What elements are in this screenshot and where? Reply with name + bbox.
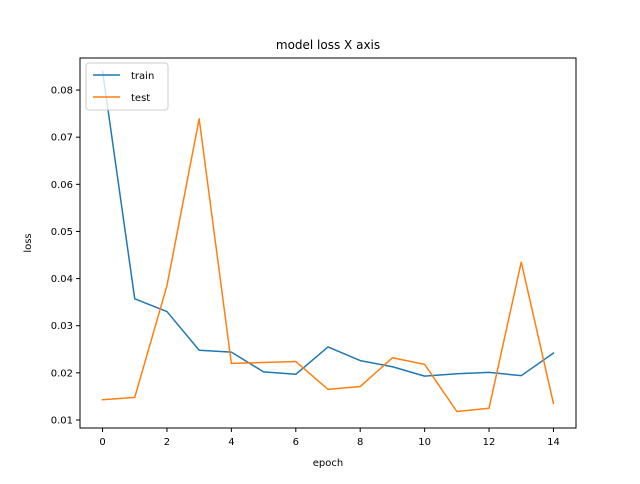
legend: train test: [85, 62, 169, 111]
data-point-train: [165, 310, 168, 313]
y-tick-label: 0.06: [51, 180, 73, 191]
series-line-train: [101, 70, 555, 377]
y-axis-label: loss: [23, 233, 34, 252]
x-tick-label: 6: [293, 437, 299, 448]
x-tick-label: 12: [483, 437, 496, 448]
data-point-train: [262, 370, 265, 373]
data-point-test: [327, 388, 330, 391]
data-point-test: [101, 398, 104, 401]
data-point-test: [133, 396, 136, 399]
data-point-train: [423, 375, 426, 378]
data-point-test: [552, 402, 555, 405]
data-point-test: [455, 410, 458, 413]
axes-frame: [79, 57, 577, 429]
data-point-train: [294, 373, 297, 376]
data-point-test: [391, 356, 394, 359]
data-point-test: [423, 363, 426, 366]
data-point-test: [488, 407, 491, 410]
data-point-train: [359, 359, 362, 362]
data-point-train: [520, 374, 523, 377]
legend-label-train: train: [131, 71, 154, 82]
data-point-test: [198, 117, 201, 120]
x-tick-label: 14: [547, 437, 560, 448]
y-axis: 0.01 0.02 0.03 0.04 0.05 0.06 0.07 0.08: [51, 86, 80, 426]
chart-title: model loss X axis: [276, 38, 380, 52]
series-layer: [101, 70, 555, 413]
legend-frame: [85, 62, 169, 111]
x-axis-label: epoch: [313, 458, 343, 469]
x-tick-label: 10: [418, 437, 431, 448]
y-tick-label: 0.01: [51, 415, 73, 426]
data-point-train: [198, 349, 201, 352]
data-point-test: [230, 362, 233, 365]
data-point-train: [391, 365, 394, 368]
x-tick-label: 8: [357, 437, 363, 448]
y-tick-label: 0.02: [51, 368, 73, 379]
data-point-train: [133, 297, 136, 300]
x-axis: 0 2 4 6 8 10 12 14: [99, 428, 560, 448]
data-point-test: [165, 284, 168, 287]
data-point-train: [327, 345, 330, 348]
x-tick-label: 0: [99, 437, 105, 448]
data-point-test: [520, 261, 523, 264]
series-line-test: [101, 118, 555, 413]
x-tick-label: 2: [164, 437, 170, 448]
y-tick-label: 0.07: [51, 133, 73, 144]
legend-label-test: test: [131, 93, 150, 104]
data-point-test: [294, 360, 297, 363]
x-tick-label: 4: [228, 437, 234, 448]
y-tick-label: 0.03: [51, 321, 73, 332]
data-point-test: [359, 385, 362, 388]
y-tick-label: 0.08: [51, 86, 73, 97]
data-point-train: [552, 352, 555, 355]
plot-area: [79, 57, 577, 429]
data-point-train: [455, 372, 458, 375]
y-tick-label: 0.05: [51, 227, 73, 238]
data-point-test: [262, 361, 265, 364]
data-point-train: [488, 371, 491, 374]
y-tick-label: 0.04: [51, 274, 73, 285]
